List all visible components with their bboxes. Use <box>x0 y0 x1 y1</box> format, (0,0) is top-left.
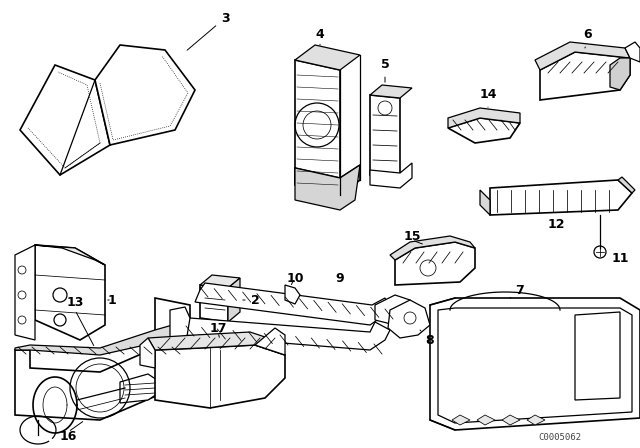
Polygon shape <box>625 42 640 62</box>
Polygon shape <box>206 291 220 303</box>
Polygon shape <box>15 245 35 340</box>
Polygon shape <box>155 345 285 408</box>
Polygon shape <box>527 415 545 425</box>
Polygon shape <box>618 177 635 193</box>
Polygon shape <box>295 165 360 195</box>
Polygon shape <box>477 415 495 425</box>
Polygon shape <box>95 45 195 145</box>
Text: 6: 6 <box>584 29 592 48</box>
Polygon shape <box>15 298 190 420</box>
Polygon shape <box>502 415 520 425</box>
Polygon shape <box>395 242 475 285</box>
Polygon shape <box>295 165 360 210</box>
Polygon shape <box>285 285 300 304</box>
Polygon shape <box>438 308 632 423</box>
Polygon shape <box>430 298 640 430</box>
Polygon shape <box>35 245 105 265</box>
Polygon shape <box>375 295 410 325</box>
Text: 12: 12 <box>547 219 564 232</box>
Polygon shape <box>452 415 470 425</box>
Polygon shape <box>390 236 475 260</box>
Polygon shape <box>295 45 360 70</box>
Polygon shape <box>228 278 240 322</box>
Text: 15: 15 <box>403 231 420 244</box>
Text: 13: 13 <box>67 296 84 309</box>
Polygon shape <box>388 300 430 338</box>
Text: 11: 11 <box>611 251 628 264</box>
Text: 3: 3 <box>187 12 229 50</box>
Polygon shape <box>140 338 155 368</box>
Polygon shape <box>148 332 285 355</box>
Polygon shape <box>448 108 520 128</box>
Polygon shape <box>200 285 228 322</box>
Polygon shape <box>575 312 620 400</box>
Polygon shape <box>370 85 412 98</box>
Polygon shape <box>120 374 160 403</box>
Text: C0005062: C0005062 <box>538 434 582 443</box>
Polygon shape <box>183 318 390 350</box>
Polygon shape <box>370 95 400 180</box>
Polygon shape <box>20 65 110 175</box>
Polygon shape <box>195 283 390 325</box>
Polygon shape <box>535 42 630 70</box>
Text: 1: 1 <box>108 293 116 306</box>
Polygon shape <box>255 328 285 355</box>
Polygon shape <box>610 58 630 90</box>
Polygon shape <box>480 190 490 215</box>
Polygon shape <box>35 245 105 340</box>
Polygon shape <box>540 52 630 100</box>
Text: 9: 9 <box>336 271 344 284</box>
Polygon shape <box>490 180 632 215</box>
Polygon shape <box>448 118 520 143</box>
Polygon shape <box>15 320 190 355</box>
Text: 4: 4 <box>316 29 324 45</box>
Text: 5: 5 <box>381 59 389 82</box>
Text: 2: 2 <box>243 293 259 306</box>
Text: 7: 7 <box>510 284 524 298</box>
Text: 10: 10 <box>286 271 304 284</box>
Polygon shape <box>295 60 340 195</box>
Text: 16: 16 <box>60 431 77 444</box>
Polygon shape <box>200 275 240 288</box>
Polygon shape <box>170 307 190 348</box>
Text: 17: 17 <box>209 322 227 335</box>
Text: 14: 14 <box>479 89 497 107</box>
Text: 8: 8 <box>420 330 435 346</box>
Polygon shape <box>370 163 412 188</box>
